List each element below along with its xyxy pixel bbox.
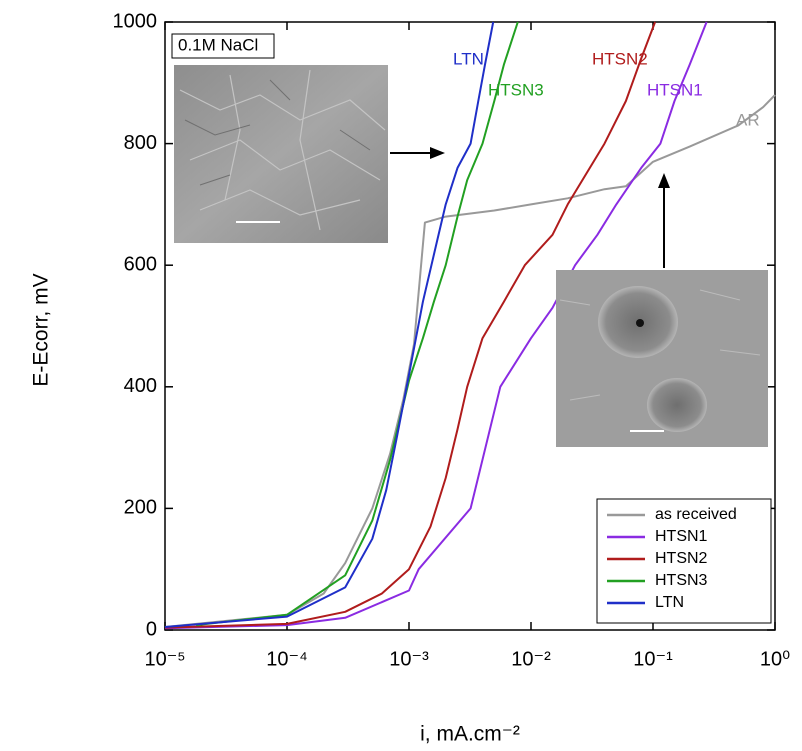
y-axis-label: E-Ecorr, mV (30, 273, 53, 386)
micrograph-bottom (556, 270, 768, 447)
x-tick-label: 10⁻¹ (633, 648, 673, 670)
legend-label: HTSN3 (655, 572, 708, 589)
y-tick-label: 0 (146, 618, 157, 640)
x-tick-label: 10⁻² (511, 648, 551, 670)
legend-label: HTSN2 (655, 550, 708, 567)
data-line (195, 21, 519, 627)
annotation: 0.1M NaCl (178, 35, 258, 54)
data-line (164, 21, 708, 630)
x-tick-label: 10⁻⁴ (266, 648, 307, 670)
annotation: HTSN3 (488, 80, 544, 99)
data-line (164, 21, 495, 628)
y-tick-label: 400 (124, 375, 157, 397)
annotation: AR (736, 110, 760, 129)
plot-area: 0 200 400 600 800 1000 10⁻⁵ 10⁻⁴ 10⁻³ 10⁻² 10⁻¹ 10⁰… (113, 10, 791, 670)
y-tick-label: 1000 (113, 10, 158, 32)
y-tick-label: 200 (124, 497, 157, 519)
annotation: HTSN1 (647, 80, 703, 99)
data-line (164, 21, 657, 629)
x-axis-label: i, mA.cm⁻² (420, 723, 520, 746)
legend-label: as received (655, 506, 737, 523)
x-tick-label: 10⁻³ (389, 648, 429, 670)
x-tick-label: 10⁻⁵ (144, 648, 185, 670)
y-tick-label: 600 (124, 253, 157, 275)
annotation-box (171, 33, 275, 59)
legend-label: LTN (655, 594, 684, 611)
annotation: LTN (453, 49, 484, 68)
legend-label: HTSN1 (655, 528, 708, 545)
plot-frame (164, 21, 776, 631)
annotation: HTSN2 (592, 49, 648, 68)
arrows (390, 147, 670, 268)
data-line (164, 94, 776, 628)
micrograph-top (174, 65, 388, 243)
x-tick-label: 10⁰ (760, 648, 790, 670)
y-tick-label: 800 (124, 132, 157, 154)
